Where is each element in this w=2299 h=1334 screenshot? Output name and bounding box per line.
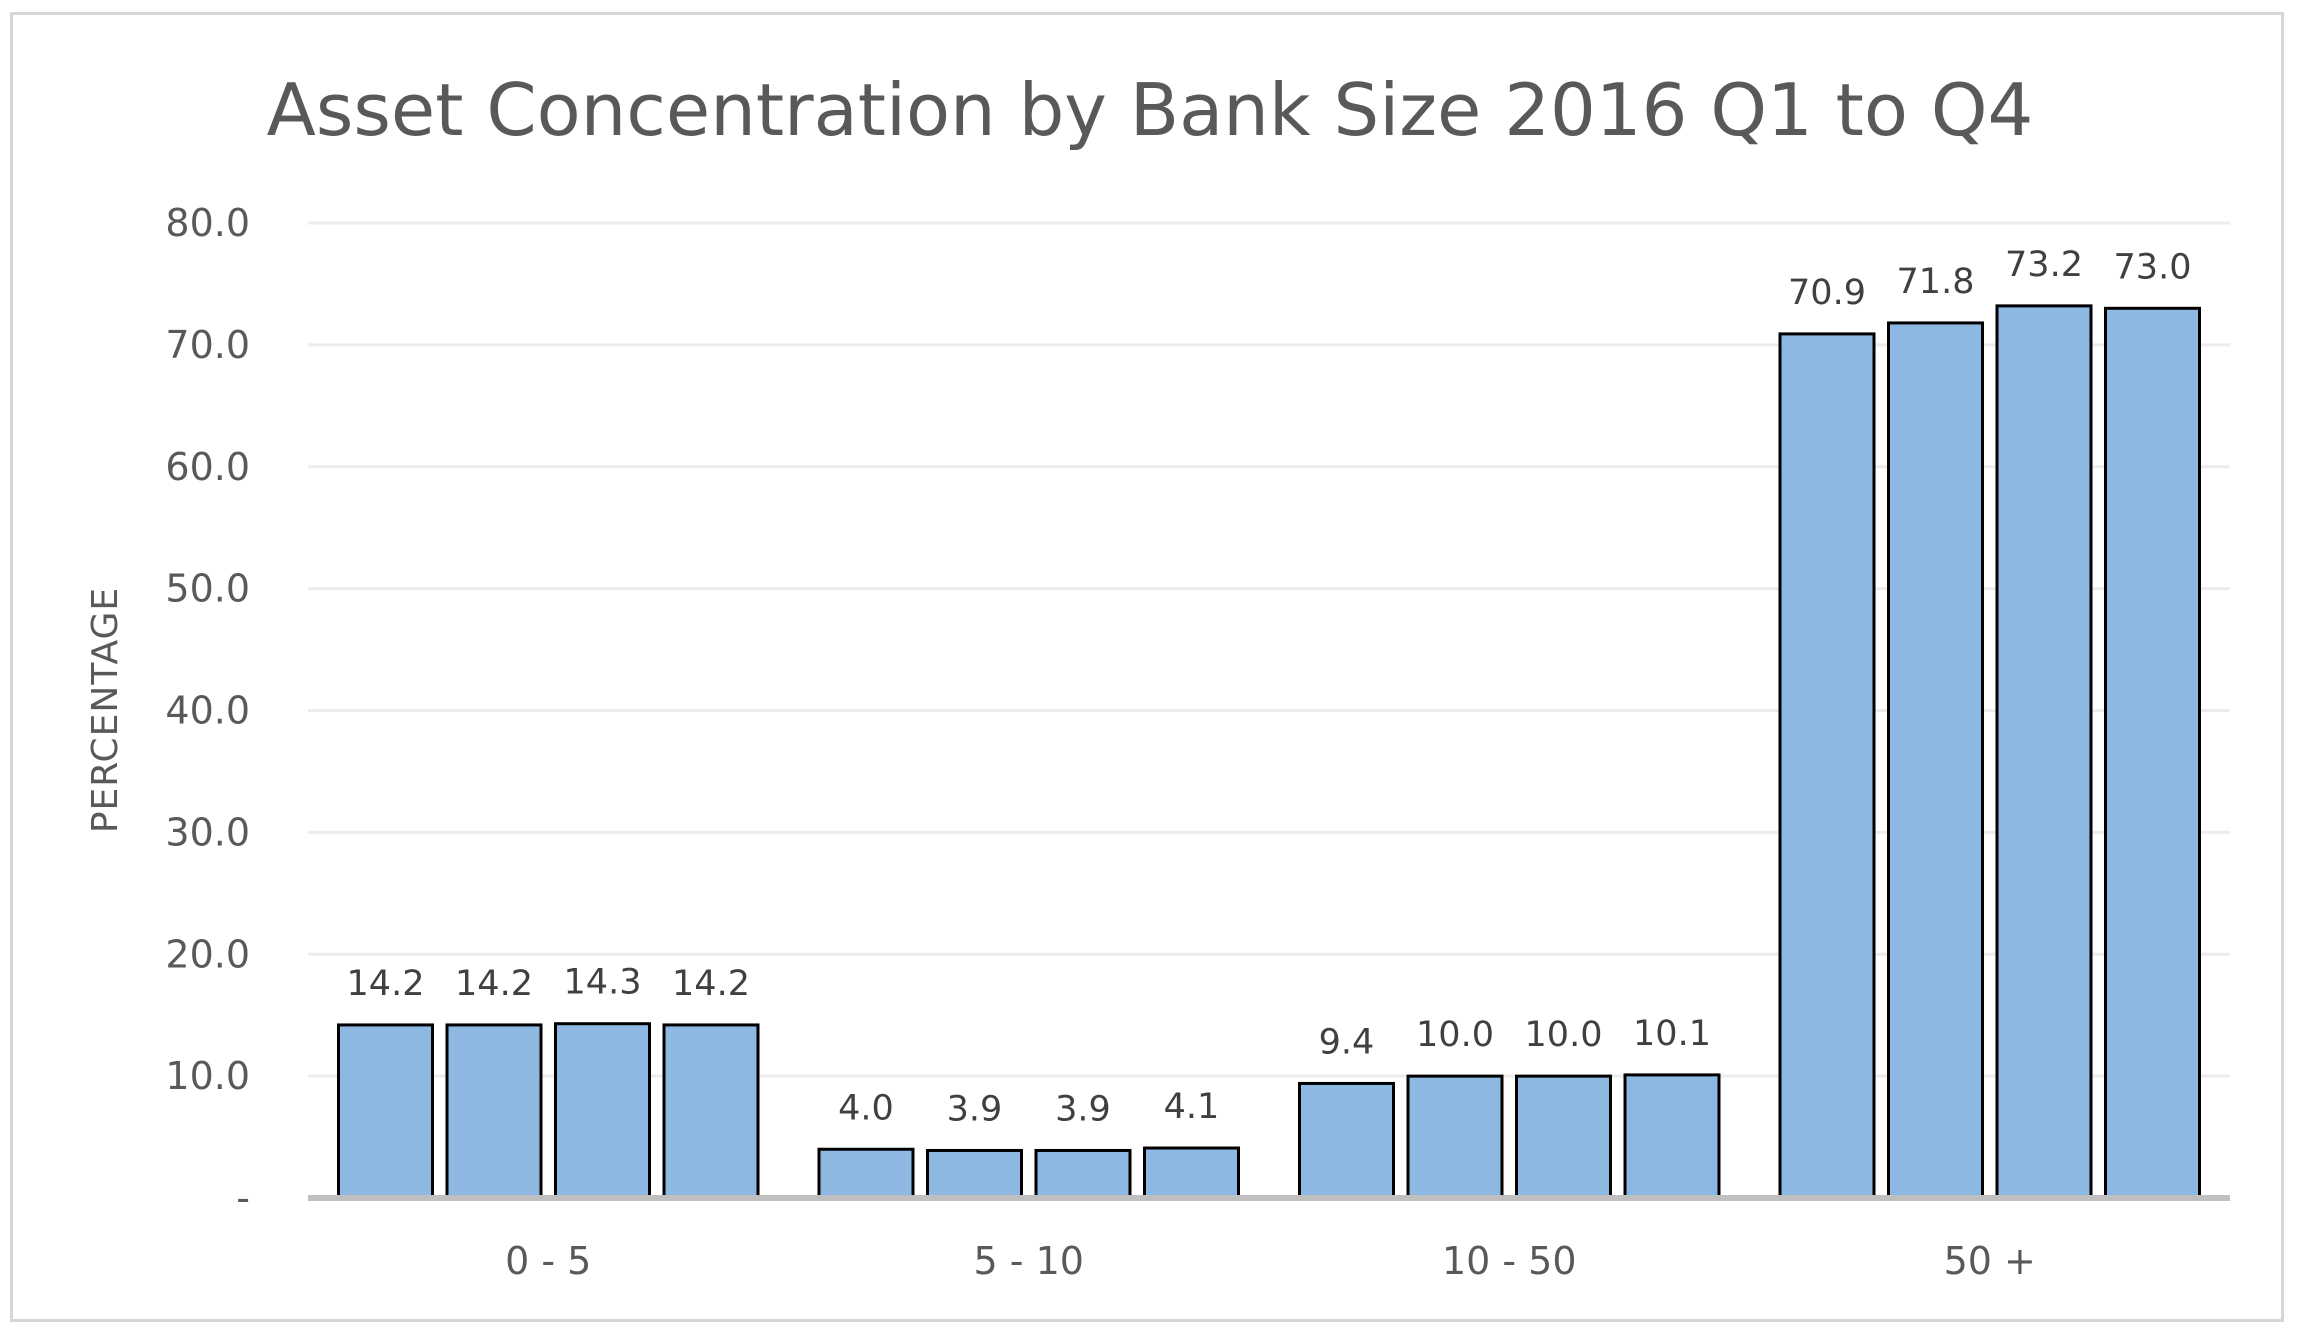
data-label: 73.0 [2114,247,2192,287]
bar [1143,1146,1240,1200]
x-category-label: 0 - 5 [505,1239,591,1283]
y-axis-title: PERCENTAGE [85,587,126,833]
bar [926,1148,1023,1200]
data-label: 3.9 [947,1089,1003,1129]
bar [1623,1073,1721,1200]
data-label: 70.9 [1788,273,1866,313]
y-tick-label: 10.0 [165,1054,250,1098]
bar [817,1147,915,1200]
data-label: 10.0 [1416,1015,1494,1055]
chart-title: Asset Concentration by Bank Size 2016 Q1… [267,68,2034,152]
bar [337,1023,434,1200]
y-tick-label: 30.0 [165,810,250,854]
y-tick-label: 20.0 [165,932,250,976]
bars [337,304,2201,1200]
data-label: 14.2 [455,964,533,1004]
data-label: 14.2 [347,964,425,1004]
y-tick-label: 40.0 [165,689,250,733]
x-category-label: 5 - 10 [974,1239,1084,1283]
x-category-label: 10 - 50 [1442,1239,1577,1283]
bar [1298,1081,1395,1200]
bar [1406,1074,1504,1200]
data-label: 71.8 [1897,262,1975,302]
y-tick-label: 80.0 [165,201,250,245]
bar [1995,304,2093,1200]
data-label: 14.3 [564,963,642,1003]
bar [1887,321,1984,1200]
data-label: 9.4 [1319,1022,1375,1062]
data-label: 4.0 [838,1088,894,1128]
y-tick-label: 60.0 [165,445,250,489]
data-label: 10.0 [1525,1015,1603,1055]
bar [445,1023,543,1200]
bar [554,1022,651,1200]
data-label: 73.2 [2005,245,2083,285]
y-axis-ticks: - 10.0 20.0 30.0 40.0 50.0 60.0 70.0 80.0 [165,201,250,1220]
bar [662,1023,760,1200]
data-labels: 14.2 14.2 14.3 14.2 4.0 3.9 3.9 4.1 9.4 10.0 10.0 1… [347,245,2192,1130]
y-tick-label: - [236,1176,250,1220]
y-tick-label: 70.0 [165,323,250,367]
data-label: 3.9 [1055,1089,1111,1129]
bar [1778,332,1876,1200]
bar [2104,306,2201,1200]
x-category-label: 50 + [1944,1239,2036,1283]
data-label: 10.1 [1633,1014,1711,1054]
bar [1034,1148,1132,1200]
data-label: 4.1 [1164,1087,1220,1127]
y-tick-label: 50.0 [165,567,250,611]
bar [1515,1074,1612,1200]
data-label: 14.2 [672,964,750,1004]
x-axis-categories: 0 - 5 5 - 10 10 - 50 50 + [505,1239,2036,1283]
